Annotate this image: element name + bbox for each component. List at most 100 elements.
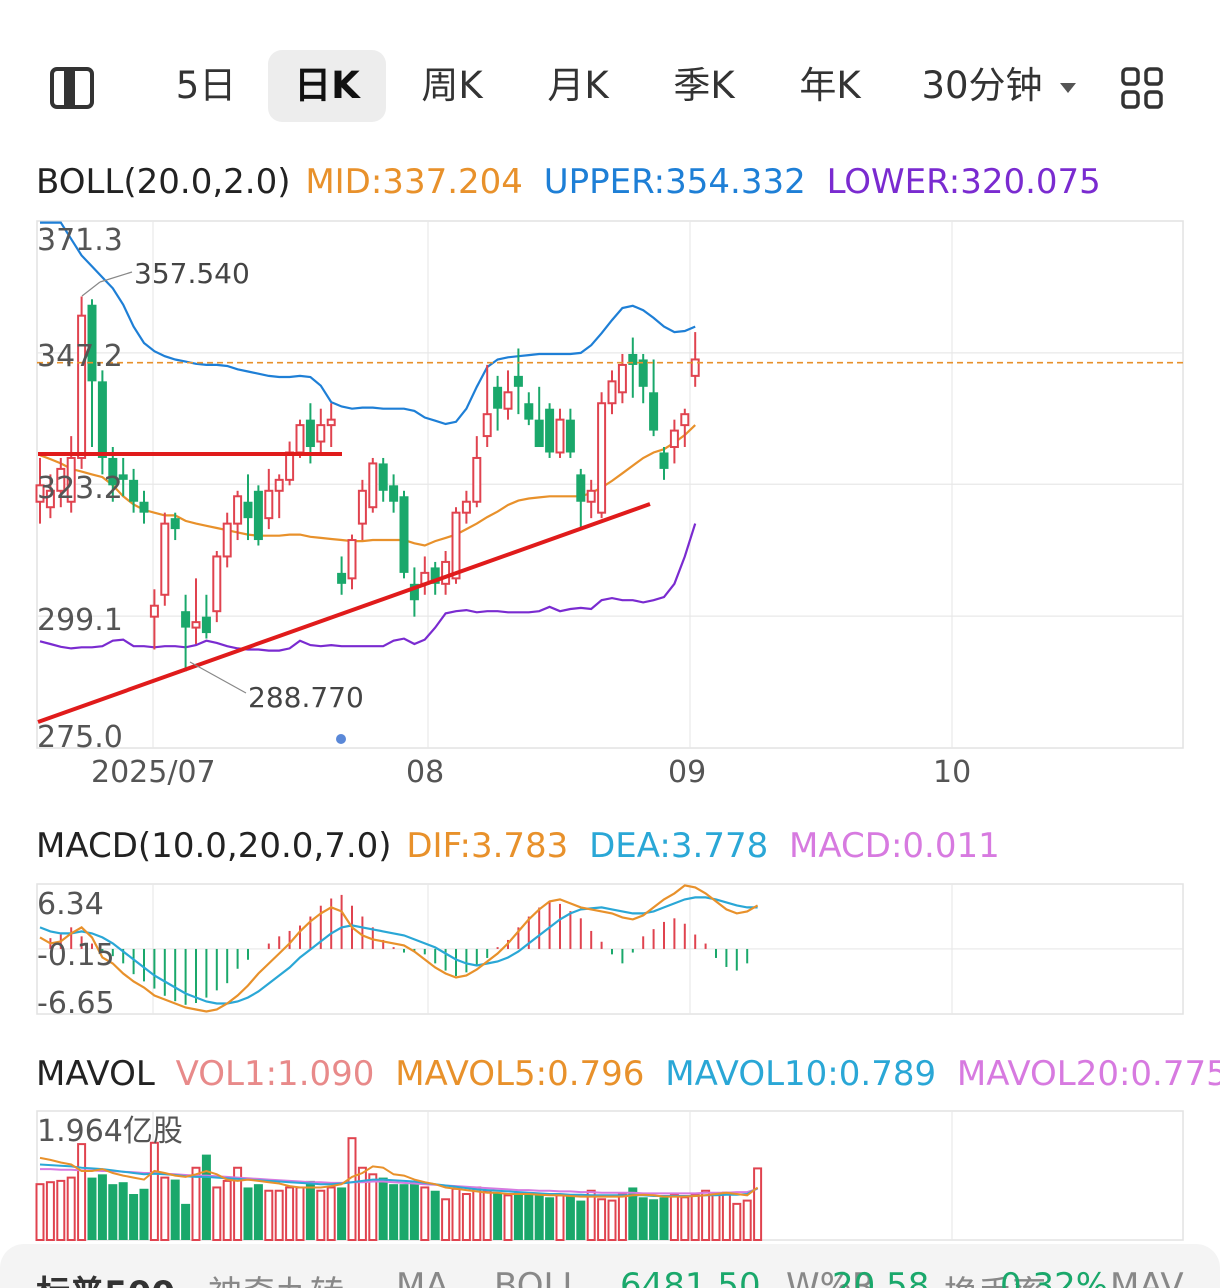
mavol-legend: MAVOL VOL1:1.090 MAVOL5:0.796 MAVOL10:0.… [36,1054,1220,1094]
candle-body-17 [212,555,222,613]
candle-body-26 [305,419,315,448]
support-trendline [37,502,651,724]
candle-body-61 [669,429,679,449]
volume-bar-65 [711,1193,721,1242]
volume-bar-18 [222,1179,232,1242]
volume-bar-56 [617,1193,627,1242]
volume-bar-61 [669,1193,679,1242]
indicator-mav[interactable]: MAV [1110,1266,1184,1288]
crosshair-dot [336,734,346,744]
volume-bar-67 [732,1202,742,1242]
candle-body-18 [222,522,232,558]
candle-body-44 [493,386,503,409]
tab-day-k[interactable]: 日K [268,50,386,122]
candle-body-35 [399,496,409,573]
mavol-10: MAVOL10:0.789 [665,1054,937,1094]
volume-bar-51 [565,1194,575,1240]
volume-bar-58 [638,1197,648,1240]
indicator-nine-turn[interactable]: 神奇九转 [208,1266,344,1288]
price-axis-label-2: 323.2 [37,471,123,506]
volume-bar-49 [545,1197,555,1240]
boll-title: BOLL(20.0,2.0) [36,162,291,202]
volume-bar-62 [680,1196,690,1241]
volume-bar-21 [253,1184,263,1240]
volume-bar-66 [721,1191,731,1241]
volume-bar-8 [118,1182,128,1240]
kline-chart[interactable]: 357.540 288.770 371.3 347.2 323.2 299.1 275.0… [0,0,1220,1244]
volume-bar-10 [139,1188,149,1240]
indicator-ma[interactable]: MA [396,1266,449,1288]
volume-bar-27 [316,1189,326,1241]
price-axis-label-3: 299.1 [37,603,123,638]
candle-body-24 [285,451,295,481]
tab-5day[interactable]: 5日 [175,64,237,107]
volume-bar-53 [586,1189,596,1241]
volume-bar-52 [576,1200,586,1240]
mavol-5: MAVOL5:0.796 [395,1054,645,1094]
macd-dif: DIF:3.783 [406,826,569,866]
candle-body-27 [316,424,326,443]
candle-body-11 [149,604,159,618]
indicator-wr[interactable]: W%R [786,1266,876,1288]
volume-bar-69 [753,1167,763,1242]
candle-body-32 [368,462,378,509]
candle-body-22 [264,489,274,520]
low-annotation: 288.770 [248,681,364,714]
macd-legend: MACD(10.0,20.0,7.0) DIF:3.783 DEA:3.778 … [36,826,1010,866]
wr-value: 20.58 [832,1266,930,1288]
tab-week-k[interactable]: 周K [421,64,483,107]
volume-bar-23 [274,1189,284,1241]
high-annotation-leader [81,281,101,297]
macd-dea: DEA:3.778 [589,826,769,866]
volume-bar-30 [347,1137,357,1242]
mavol-20: MAVOL20:0.775 [956,1054,1220,1094]
volume-bar-28 [326,1186,336,1242]
volume-bar-32 [368,1173,378,1242]
turnover-value: 0.32% [1000,1266,1109,1288]
candle-body-42 [472,456,482,503]
candle-body-38 [430,567,440,584]
candle-body-12 [160,522,170,596]
symbol-name[interactable]: 标普500 [36,1266,175,1288]
volume-bar-64 [701,1189,711,1241]
volume-bar-7 [108,1184,118,1240]
candle-body-25 [295,424,305,454]
tab-year-k[interactable]: 年K [799,64,861,107]
candle-body-41 [461,500,471,514]
grid-icon[interactable] [1120,66,1164,110]
candle-body-58 [638,359,648,387]
candle-body-33 [378,463,388,491]
caret-down-icon[interactable] [1058,82,1078,94]
boll-mid: MID:337.204 [305,162,523,202]
volume-bar-11 [149,1141,159,1242]
candle-body-29 [337,572,347,584]
volume-bar-45 [503,1194,513,1242]
candle-body-13 [170,518,180,530]
volume-bar-1 [45,1181,55,1241]
candle-body-30 [347,539,357,580]
tab-quarter-k[interactable]: 季K [673,64,735,107]
volume-bar-60 [659,1197,669,1240]
panel-toggle-icon[interactable] [50,67,94,109]
macd-axis-label-0: 6.34 [37,887,104,922]
volume-bar-40 [451,1187,461,1241]
volume-bar-48 [534,1194,544,1240]
low-annotation-leader [189,661,247,694]
volume-bar-3 [66,1176,76,1241]
tab-30min[interactable]: 30分钟 [921,64,1043,107]
candle-body-19 [233,495,243,525]
volume-bar-29 [337,1187,347,1240]
date-axis-label-2: 09 [668,755,706,790]
candle-body-5 [87,304,97,382]
volume-bar-68 [742,1199,752,1241]
volume-bar-50 [555,1194,565,1242]
candle-body-10 [139,501,149,513]
macd-axis-label-1: -0.15 [37,938,115,973]
tab-month-k[interactable]: 月K [547,64,609,107]
volume-bar-43 [482,1189,492,1241]
bottom-price: 6481.50 [620,1266,761,1288]
boll-upper: UPPER:354.332 [543,162,806,202]
volume-bar-20 [243,1187,253,1240]
candle-body-7 [108,457,118,486]
indicator-boll[interactable]: BOLL [494,1266,582,1288]
